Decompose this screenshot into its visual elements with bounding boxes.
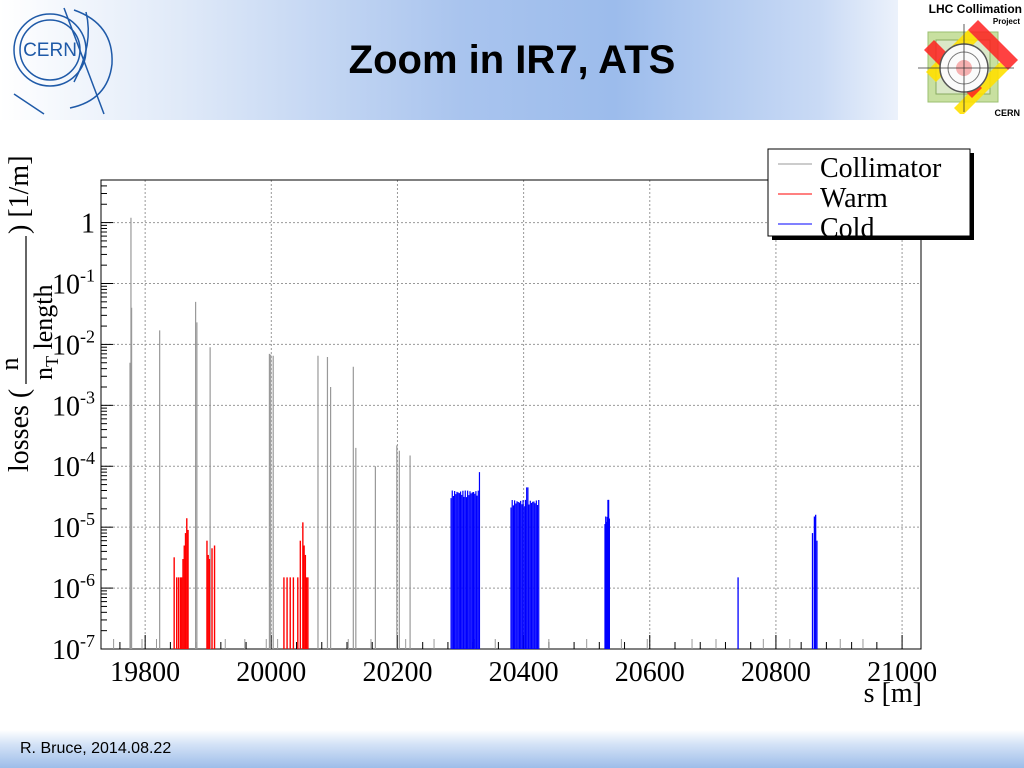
y-label-suffix: ) [1/m]: [4, 155, 35, 234]
collimation-graphic: [918, 20, 1018, 114]
y-tick-label: 10-1: [52, 265, 95, 300]
x-tick-label: 20400: [489, 657, 559, 688]
y-axis-label: losses ( n nT length ) [1/m]: [0, 155, 62, 472]
legend-label-cold: Cold: [820, 213, 874, 244]
lhc-logo-org: CERN: [994, 108, 1020, 118]
series-warm: [173, 518, 309, 649]
slide-title: Zoom in IR7, ATS: [348, 38, 676, 82]
slide-footer: R. Bruce, 2014.08.22: [0, 730, 1024, 768]
x-tick-label: 21000: [867, 657, 937, 688]
x-tick-label: 20000: [236, 657, 306, 688]
chart-legend: Collimator Warm Cold: [767, 148, 974, 244]
x-axis-label: s [m]: [864, 678, 922, 709]
legend-label-collimator: Collimator: [820, 153, 942, 184]
loss-map-chart: 1 10-1 10-2 10-3 10-4 10-5 10-6 10-7 19800 20000 2…: [0, 148, 974, 709]
lhc-collimation-logo: LHC Collimation Project CERN: [898, 0, 1024, 122]
x-tick-label: 19800: [110, 657, 180, 688]
footer-author-date: R. Bruce, 2014.08.22: [20, 740, 172, 757]
lhc-logo-subtitle: Project: [992, 17, 1020, 26]
y-tick-label: 10-6: [52, 570, 95, 605]
y-tick-label: 10-7: [52, 631, 95, 666]
y-tick-label: 10-2: [52, 326, 95, 361]
legend-label-warm: Warm: [820, 183, 888, 214]
lhc-logo-title: LHC Collimation: [928, 2, 1022, 16]
axis-labels: s [m] losses ( n nT length ) [1/m]: [0, 155, 922, 709]
svg-text:losses (: losses (: [4, 389, 35, 472]
series-cold: [450, 472, 818, 649]
y-tick-label: 10-3: [52, 387, 95, 422]
baseline-ticks: [113, 639, 864, 649]
tick-labels: 1 10-1 10-2 10-3 10-4 10-5 10-6 10-7 19800 20000 2…: [52, 209, 937, 688]
y-tick-label: 1: [81, 209, 95, 240]
series-collimator: [129, 217, 411, 649]
y-label-denominator: nT length: [29, 285, 62, 381]
x-tick-label: 20800: [741, 657, 811, 688]
y-label-numerator: n: [0, 358, 24, 371]
x-tick-label: 20200: [362, 657, 432, 688]
x-tick-label: 20600: [615, 657, 685, 688]
y-tick-label: 10-5: [52, 509, 95, 544]
y-tick-label: 10-4: [52, 448, 95, 483]
y-label-prefix: losses (: [4, 389, 35, 472]
cern-logo-text: CERN: [23, 40, 77, 61]
slide-header: CERN Zoom in IR7, ATS LHC Collimation Pr…: [0, 0, 1024, 122]
cern-logo: CERN: [13, 7, 113, 115]
